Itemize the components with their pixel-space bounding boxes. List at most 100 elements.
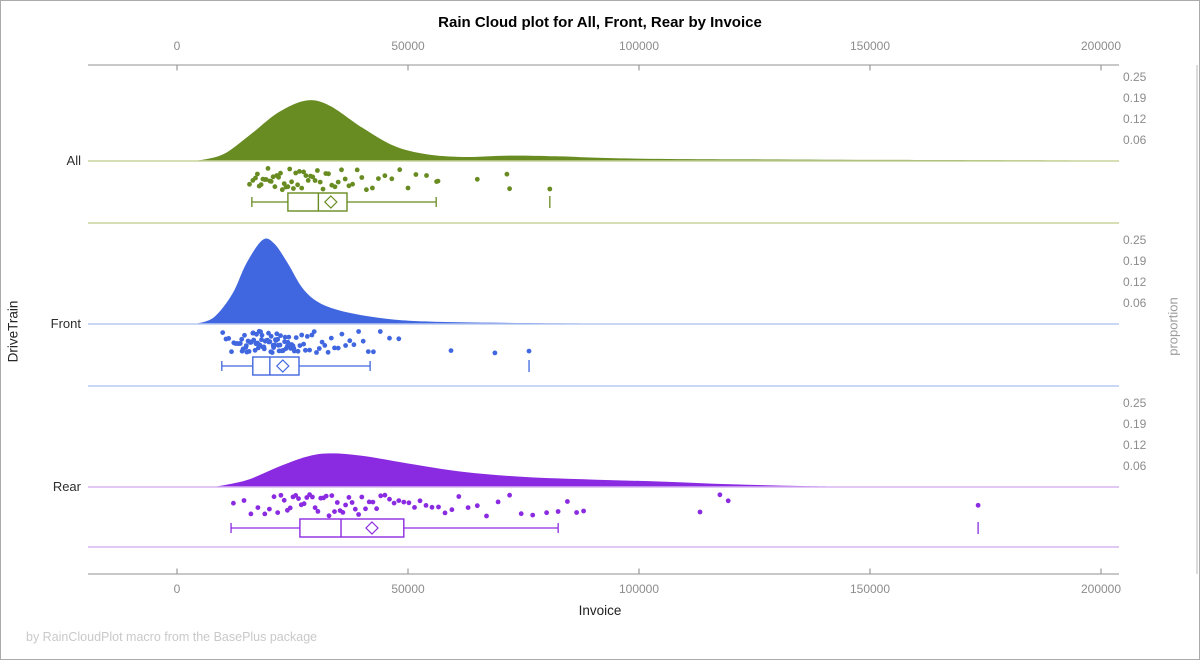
rain-point-rear <box>449 507 455 513</box>
rain-point-rear <box>442 510 448 516</box>
rain-point-front <box>259 337 264 343</box>
rain-point-front <box>259 332 265 338</box>
x-axis-bottom-tick-label: 100000 <box>619 582 659 596</box>
rain-point-rear <box>518 511 524 517</box>
rain-point-front <box>261 346 267 352</box>
rain-point-all <box>424 173 429 178</box>
rain-point-all <box>289 179 294 185</box>
density-all <box>195 100 1101 161</box>
rain-point-front <box>387 335 392 341</box>
category-label-front: Front <box>51 316 82 331</box>
x-axis-bottom-tick-label: 0 <box>174 582 181 596</box>
rain-point-rear <box>725 498 731 504</box>
rain-point-rear <box>717 492 723 498</box>
x-axis-bottom-tick-label: 50000 <box>391 582 425 596</box>
rain-point-front <box>309 332 315 338</box>
rain-point-all <box>547 186 553 192</box>
rain-point-all <box>339 167 344 173</box>
x-axis-bottom-tick-label: 200000 <box>1081 582 1121 596</box>
rain-point-front <box>311 329 317 334</box>
plot-title: Rain Cloud plot for All, Front, Rear by … <box>438 14 762 31</box>
rain-points-all <box>247 166 553 193</box>
rain-point-front <box>360 338 366 344</box>
rain-point-front <box>266 330 271 336</box>
rain-point-all <box>320 186 326 192</box>
x-axis-bottom-tick-label: 150000 <box>850 582 890 596</box>
rain-point-all <box>335 179 341 185</box>
proportion-tick-label-all: 0.12 <box>1123 112 1147 126</box>
rain-point-front <box>377 329 383 334</box>
rain-point-all <box>397 167 403 173</box>
category-label-all: All <box>67 153 82 168</box>
rain-point-all <box>389 176 395 182</box>
rain-point-all <box>258 182 264 188</box>
rain-point-front <box>301 341 306 347</box>
rain-point-rear <box>329 493 335 498</box>
rain-point-front <box>269 350 275 355</box>
x-axis-top-tick-label: 0 <box>174 39 181 53</box>
x-axis-top-tick-label: 200000 <box>1081 39 1121 53</box>
x-axis-top-tick-label: 150000 <box>850 39 890 53</box>
proportion-tick-label-rear: 0.19 <box>1123 417 1147 431</box>
rain-point-front <box>303 347 308 353</box>
rain-point-front <box>365 349 371 354</box>
rain-point-front <box>371 349 376 355</box>
rain-point-all <box>291 186 296 191</box>
rain-point-rear <box>495 499 501 505</box>
rain-point-rear <box>382 492 388 498</box>
rain-point-rear <box>366 499 372 505</box>
rain-point-front <box>226 336 232 341</box>
rain-point-rear <box>396 498 402 503</box>
rain-point-rear <box>312 505 318 511</box>
rain-point-all <box>315 168 320 173</box>
rain-point-front <box>275 336 281 342</box>
rain-point-front <box>277 342 283 348</box>
rain-point-front <box>237 341 243 346</box>
proportion-tick-label-all: 0.25 <box>1123 70 1147 84</box>
rain-point-all <box>346 183 352 189</box>
rain-point-front <box>339 331 345 337</box>
rain-point-rear <box>332 509 337 514</box>
rain-point-all <box>297 169 302 174</box>
rain-point-rear <box>507 492 512 498</box>
rain-point-all <box>326 171 331 177</box>
rain-point-rear <box>412 505 417 510</box>
rain-point-rear <box>474 503 480 509</box>
rain-point-rear <box>555 509 561 514</box>
rain-point-front <box>267 339 273 345</box>
rain-point-all <box>301 169 306 175</box>
rain-point-rear <box>363 506 368 512</box>
rain-point-front <box>325 349 331 355</box>
proportion-tick-label-rear: 0.06 <box>1123 459 1147 473</box>
rain-point-all <box>285 184 291 190</box>
rain-point-front <box>396 336 402 342</box>
rain-point-rear <box>374 506 379 512</box>
rain-point-all <box>359 175 365 180</box>
density-front <box>195 238 686 324</box>
proportion-tick-label-front: 0.06 <box>1123 296 1147 310</box>
rain-point-rear <box>343 502 348 508</box>
proportion-tick-label-all: 0.19 <box>1123 91 1147 105</box>
rain-point-all <box>504 171 510 177</box>
rain-point-rear <box>356 512 361 517</box>
rain-point-all <box>370 185 375 191</box>
rain-point-rear <box>697 509 703 515</box>
rain-point-front <box>246 349 252 354</box>
x-axis-top-tick-label: 50000 <box>391 39 425 53</box>
rain-point-rear <box>436 504 441 510</box>
rain-point-rear <box>370 499 376 505</box>
rain-point-rear <box>262 511 268 517</box>
box-front <box>252 356 300 376</box>
rain-point-rear <box>417 498 423 504</box>
rain-point-rear <box>456 494 462 499</box>
rain-point-all <box>354 167 360 173</box>
box-all <box>287 192 348 212</box>
rain-point-all <box>265 166 271 171</box>
proportion-tick-label-rear: 0.12 <box>1123 438 1147 452</box>
rain-point-front <box>293 335 299 340</box>
box-rear <box>299 518 405 538</box>
rain-point-all <box>310 174 316 180</box>
rain-point-front <box>328 335 334 341</box>
rain-point-front <box>282 334 288 340</box>
rain-point-front <box>319 339 325 345</box>
